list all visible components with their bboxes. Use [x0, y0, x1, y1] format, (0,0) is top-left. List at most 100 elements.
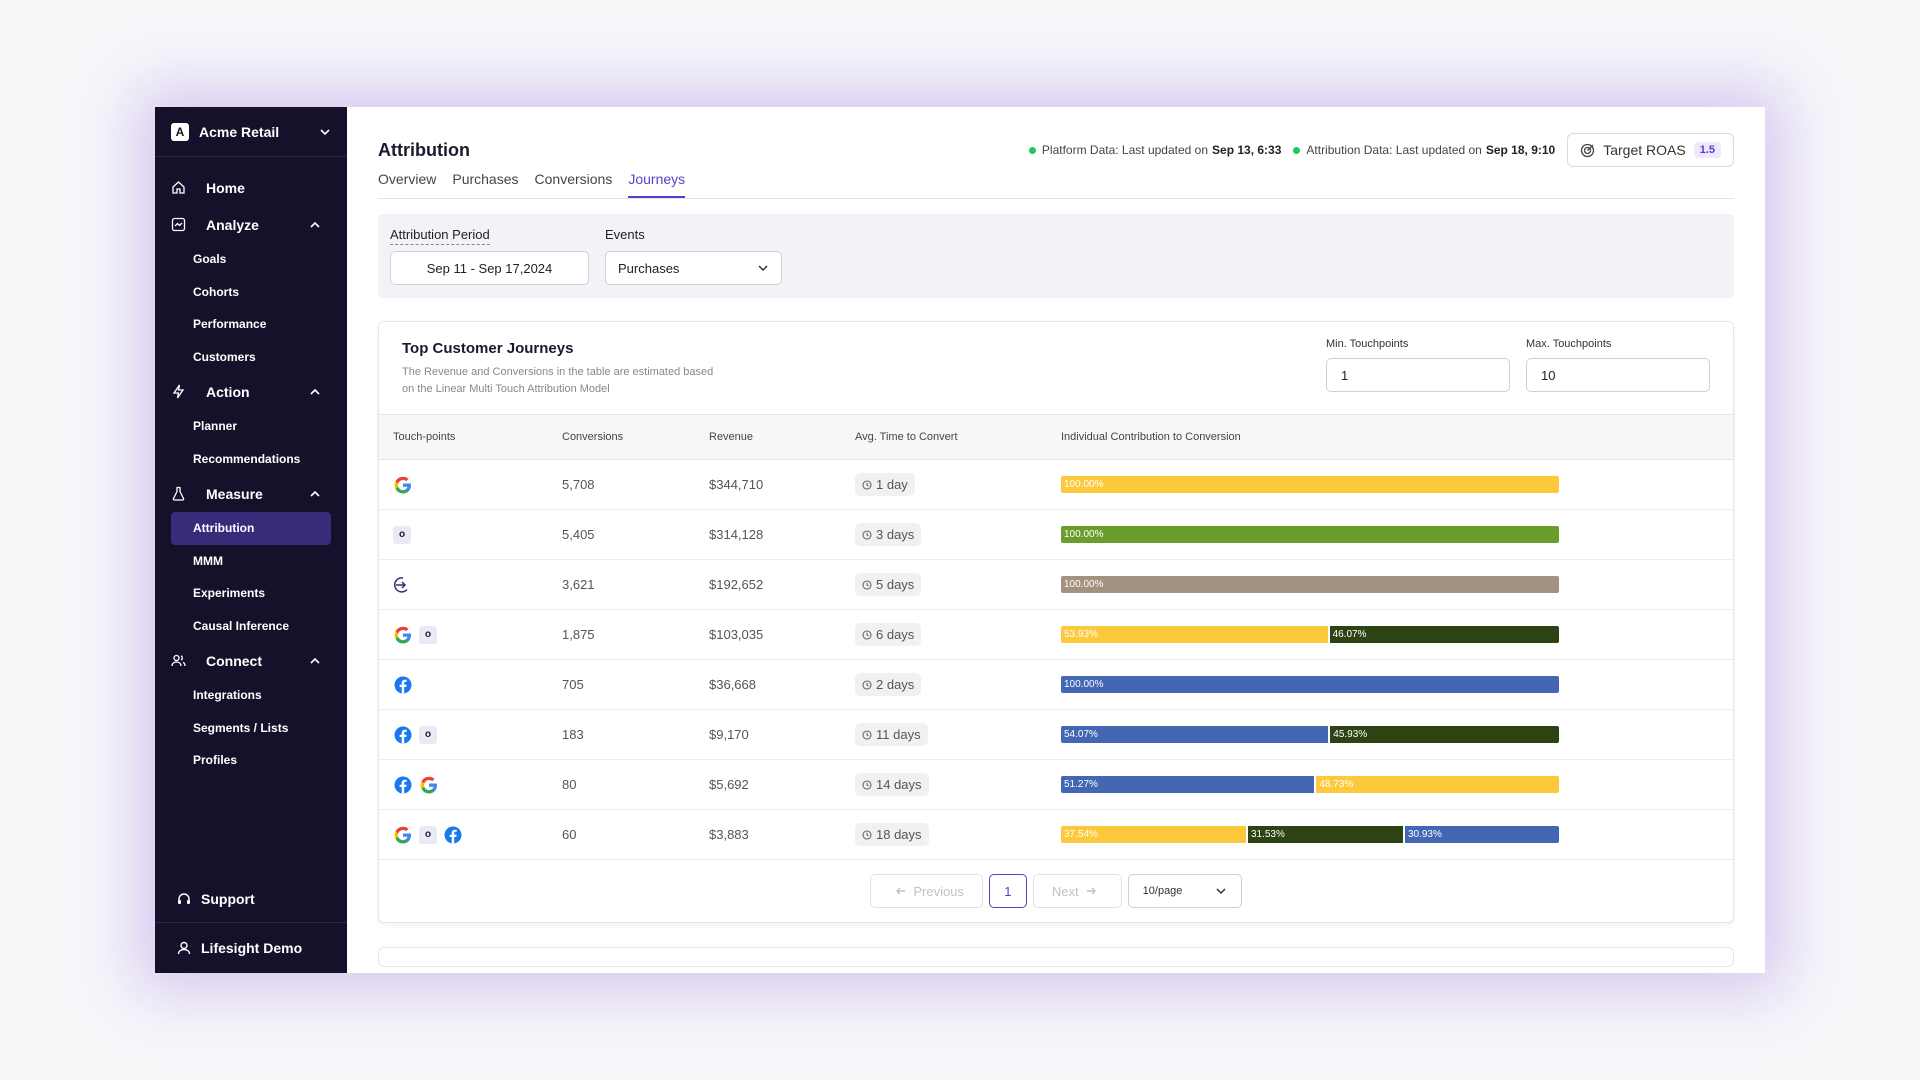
chevron-down-icon: [758, 265, 768, 272]
contribution-bar: 100.00%: [1061, 676, 1559, 693]
workspace-name: Acme Retail: [199, 123, 280, 140]
attribution-period-group: Attribution Period Sep 11 - Sep 17,2024: [390, 226, 589, 286]
sidebar-item-home[interactable]: Home: [155, 169, 347, 206]
contribution-bar: 100.00%: [1061, 476, 1559, 493]
revenue-cell: $3,883: [709, 827, 749, 842]
sidebar-item-planner[interactable]: Planner: [193, 419, 238, 433]
conversions-cell: 60: [562, 827, 577, 842]
chevron-down-icon: [320, 128, 330, 135]
sidebar-item-mmm[interactable]: MMM: [193, 553, 223, 568]
page-header: Attribution Platform Data: Last updated …: [378, 107, 1734, 193]
max-touchpoints-group: Max. Touchpoints 10: [1526, 338, 1710, 402]
contribution-segment: 100.00%: [1061, 576, 1559, 593]
page-1-button[interactable]: 1: [988, 874, 1027, 908]
time-value: 2 days: [876, 677, 915, 692]
google-icon: [393, 475, 413, 495]
table-row[interactable]: o 60 $3,883 18 days 37.54% 31.53% 30.93%: [379, 810, 1733, 860]
flask-icon: [171, 486, 196, 501]
time-value: 18 days: [876, 827, 922, 842]
facebook-icon: [393, 675, 413, 695]
clock-icon: [862, 729, 876, 740]
avg-time-cell: 1 day: [855, 460, 1061, 510]
table-row[interactable]: o 183 $9,170 11 days 54.07% 45.93%: [379, 710, 1733, 760]
google-icon: [393, 625, 413, 645]
events-select[interactable]: Purchases: [605, 251, 782, 285]
column-header-revenue: Revenue: [709, 431, 754, 443]
target-roas-value: 1.5: [1693, 142, 1721, 158]
facebook-icon: [443, 825, 463, 845]
min-touchpoints-group: Min. Touchpoints 1: [1326, 338, 1510, 402]
revenue-cell: $5,692: [709, 777, 749, 792]
contribution-segment: 100.00%: [1061, 676, 1559, 693]
next-page-button[interactable]: Next: [1032, 874, 1122, 908]
avg-time-cell: 2 days: [855, 660, 1061, 710]
conversions-cell: 80: [562, 777, 577, 792]
sidebar-item-measure[interactable]: Measure: [155, 475, 347, 512]
touchpoints-cell: o: [379, 710, 562, 760]
min-touchpoints-input[interactable]: 1: [1326, 358, 1510, 392]
chevron-up-icon[interactable]: [309, 655, 331, 667]
contribution-bar: 37.54% 31.53% 30.93%: [1061, 826, 1559, 843]
workspace-switcher[interactable]: A Acme Retail: [155, 107, 347, 157]
sidebar-item-experiments[interactable]: Experiments: [193, 586, 266, 600]
user-menu[interactable]: Lifesight Demo: [155, 923, 347, 973]
attribution-period-picker[interactable]: Sep 11 - Sep 17,2024: [390, 251, 589, 285]
sidebar-item-causal-inference[interactable]: Causal Inference: [193, 618, 290, 633]
target-roas-button[interactable]: Target ROAS 1.5: [1567, 133, 1734, 167]
target-icon: [1581, 143, 1595, 157]
contribution-segment: 45.93%: [1330, 726, 1559, 743]
page-size-select[interactable]: 10/page: [1127, 874, 1242, 908]
attribution-status: Attribution Data: Last updated on Sep 18…: [1293, 143, 1555, 157]
sidebar-item-recommendations[interactable]: Recommendations: [193, 451, 301, 466]
arrow-right-icon: [1086, 887, 1096, 895]
journeys-card: Top Customer Journeys The Revenue and Co…: [378, 321, 1734, 923]
tab-journeys[interactable]: Journeys: [628, 167, 686, 198]
table-row[interactable]: 705 $36,668 2 days 100.00%: [379, 660, 1733, 710]
sidebar-item-integrations[interactable]: Integrations: [193, 688, 262, 702]
tab-overview[interactable]: Overview: [378, 171, 437, 187]
clock-icon: [862, 579, 876, 590]
tab-conversions[interactable]: Conversions: [534, 171, 613, 187]
sidebar-item-segments-lists[interactable]: Segments / Lists: [193, 720, 289, 735]
contribution-segment: 48.73%: [1316, 776, 1559, 793]
page-size-value: 10/page: [1142, 885, 1183, 897]
contribution-cell: 51.27% 48.73%: [1061, 760, 1733, 810]
table-row[interactable]: 5,708 $344,710 1 day 100.00%: [379, 460, 1733, 510]
attribution-period-label: Attribution Period: [390, 227, 490, 245]
filter-bar: Attribution Period Sep 11 - Sep 17,2024 …: [378, 214, 1734, 298]
journeys-title: Top Customer Journeys: [402, 340, 574, 357]
sidebar-item-cohorts[interactable]: Cohorts: [193, 284, 239, 299]
conversions-cell: 1,875: [562, 627, 595, 642]
sidebar-item-profiles[interactable]: Profiles: [193, 753, 238, 767]
sidebar-item-performance[interactable]: Performance: [193, 317, 267, 331]
column-header-conversions: Conversions: [562, 431, 624, 443]
table-row[interactable]: o 1,875 $103,035 6 days 53.93% 46.07%: [379, 610, 1733, 660]
chevron-up-icon[interactable]: [309, 386, 331, 398]
max-touchpoints-input[interactable]: 10: [1526, 358, 1710, 392]
support-link[interactable]: Support: [155, 875, 347, 923]
avg-time-cell: 14 days: [855, 760, 1061, 810]
revenue-cell: $103,035: [709, 627, 764, 642]
events-group: Events Purchases: [605, 226, 782, 286]
sidebar-item-attribution[interactable]: Attribution: [171, 512, 331, 545]
sidebar-item-analyze[interactable]: Analyze: [155, 206, 347, 243]
pagination: Previous 1 Next 10/page: [379, 860, 1733, 922]
contribution-cell: 100.00%: [1061, 510, 1733, 560]
previous-page-button[interactable]: Previous: [870, 874, 983, 908]
tab-purchases[interactable]: Purchases: [452, 171, 519, 187]
table-row[interactable]: 3,621 $192,652 5 days 100.00%: [379, 560, 1733, 610]
platform-status-text: Platform Data: Last updated on: [1041, 143, 1209, 157]
table-row[interactable]: o 5,405 $314,128 3 days 100.00%: [379, 510, 1733, 560]
sidebar-item-connect[interactable]: Connect: [155, 642, 347, 679]
time-badge: 2 days: [855, 673, 922, 696]
chevron-up-icon[interactable]: [309, 219, 331, 231]
sidebar-item-goals[interactable]: Goals: [193, 252, 227, 266]
table-row[interactable]: 80 $5,692 14 days 51.27% 48.73%: [379, 760, 1733, 810]
organic-icon: o: [419, 725, 437, 744]
sidebar-item-action[interactable]: Action: [155, 373, 347, 410]
chevron-up-icon[interactable]: [309, 488, 331, 500]
google-icon: [419, 775, 439, 795]
organic-icon: o: [419, 625, 437, 644]
contribution-segment: 53.93%: [1061, 626, 1330, 643]
sidebar-item-customers[interactable]: Customers: [193, 349, 256, 364]
